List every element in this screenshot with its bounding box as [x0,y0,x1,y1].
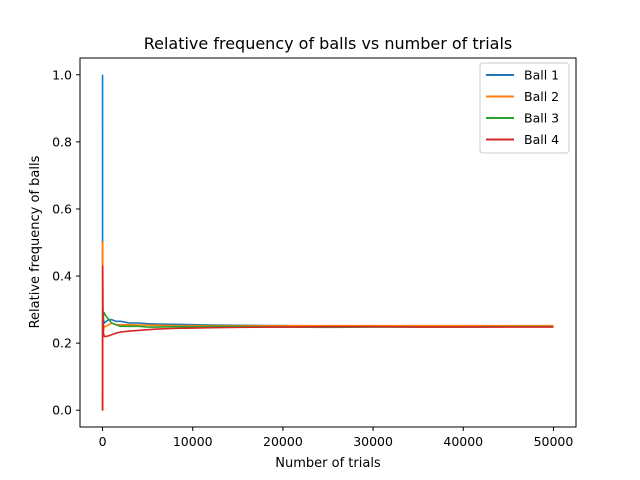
y-tick-label: 1.0 [52,67,72,82]
y-tick-label: 0.6 [52,201,72,216]
legend-label-ball-4: Ball 4 [524,132,559,147]
x-axis: 0 10000 20000 30000 40000 50000 [99,427,574,449]
x-tick-label: 40000 [443,434,483,449]
plot-frame [79,57,577,428]
y-tick-label: 0.4 [52,269,72,284]
x-tick-label: 0 [99,434,107,449]
x-tick-label: 30000 [353,434,393,449]
plot-area [101,74,554,412]
legend-label-ball-1: Ball 1 [524,68,559,83]
y-tick-label: 0.0 [52,403,72,418]
legend-label-ball-3: Ball 3 [524,111,559,126]
x-tick-label: 20000 [263,434,303,449]
legend-label-ball-2: Ball 2 [524,89,559,104]
series-line-ball-4 [101,265,554,412]
x-tick-label: 10000 [173,434,213,449]
y-tick-label: 0.2 [52,336,72,351]
x-axis-label: Number of trials [275,456,381,471]
y-axis: 0.0 0.2 0.4 0.6 0.8 1.0 [52,67,80,418]
legend-box [479,62,570,154]
legend: Ball 1 Ball 2 Ball 3 Ball 4 [479,62,570,154]
x-tick-label: 50000 [534,434,574,449]
y-tick-label: 0.8 [52,134,72,149]
y-axis-label: Relative frequency of balls [28,155,43,328]
chart-title: Relative frequency of balls vs number of… [144,34,513,53]
